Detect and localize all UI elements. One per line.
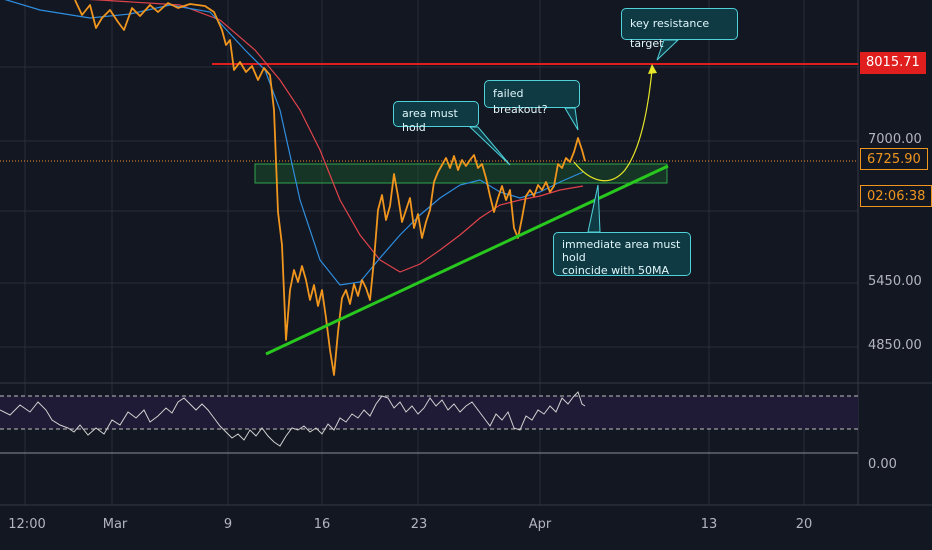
rsi-band [0,396,858,429]
y-tick-7000: 7000.00 [868,132,922,147]
x-tick-16: 16 [313,517,331,532]
note-key-resistance-target[interactable]: key resistance target [621,8,738,50]
projection-curve[interactable] [573,69,653,182]
projection-arrowhead [648,64,657,74]
last-price-tag: 6725.90 [860,148,928,170]
x-tick-13: 13 [700,517,718,532]
note-immediate-line1: immediate area must hold [562,238,681,264]
ma-slow-line [87,0,584,273]
x-tick-mar: Mar [102,517,128,532]
support-trendline[interactable] [265,164,669,356]
x-tick-9: 9 [223,517,233,532]
y-tick-5450: 5450.00 [868,274,922,289]
ma-fast-line [4,0,584,286]
x-tick-1200: 12:00 [8,517,46,532]
note-failed-breakout[interactable]: failed breakout? [484,80,580,116]
note-immediate-line2: coincide with 50MA [562,264,670,277]
x-tick-23: 23 [410,517,428,532]
countdown-tag: 02:06:38 [860,185,932,207]
annotation-pointers [468,39,680,233]
x-tick-20: 20 [795,517,813,532]
price-line[interactable] [74,0,586,376]
note-immediate-area[interactable]: immediate area must hold coincide with 5… [553,232,691,277]
y-tick-4850: 4850.00 [868,338,922,353]
rsi-line[interactable] [0,391,586,447]
x-tick-apr: Apr [528,517,552,532]
note-area-must-hold[interactable]: area must hold [393,101,479,134]
resistance-price-tag: 8015.71 [860,52,926,74]
rsi-tick-zero: 0.00 [868,457,897,472]
